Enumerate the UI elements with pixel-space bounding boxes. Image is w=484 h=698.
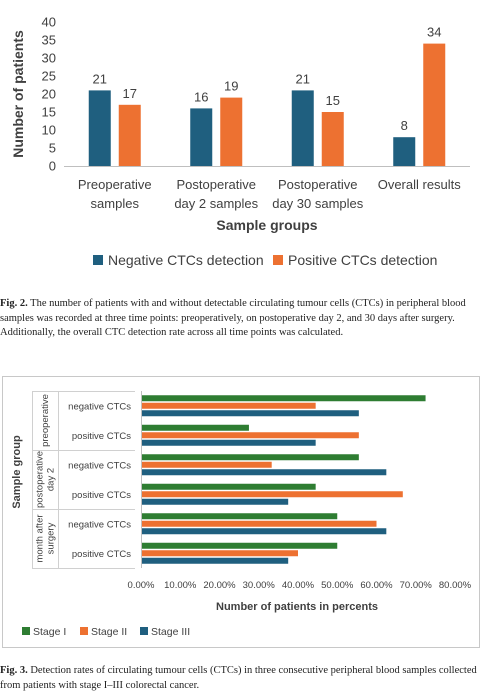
- y-tick-label: 20: [42, 87, 56, 102]
- x-tick-label: 40.00%: [282, 580, 315, 591]
- y-axis-title: Sample group: [11, 435, 23, 509]
- y-tick-label: 30: [42, 51, 56, 66]
- bar: [142, 520, 377, 527]
- y-axis-title: Number of patients: [10, 30, 26, 158]
- legend-label: Stage III: [151, 626, 190, 638]
- group-label: preoperative: [40, 394, 51, 447]
- bar: [142, 410, 359, 417]
- bar: [142, 469, 387, 476]
- data-label: 17: [123, 86, 137, 101]
- y-tick-label: 5: [49, 141, 56, 156]
- y-tick-label: 10: [42, 123, 56, 138]
- chart-patients-by-sample-group: 0 5 10 15 20 25 30 35 40 21 17 Preoperative samples 1…: [10, 15, 470, 268]
- data-label: 19: [224, 79, 238, 94]
- y-tick-label: 15: [42, 105, 56, 120]
- bar: [142, 432, 359, 439]
- row-label: positive CTCs: [72, 490, 131, 501]
- data-label: 16: [194, 89, 208, 104]
- data-label: 15: [326, 93, 340, 108]
- legend-swatch: [93, 255, 103, 265]
- bar: [190, 108, 213, 166]
- legend-label: Positive CTCs detection: [288, 252, 437, 268]
- legend-label: Stage I: [33, 626, 66, 638]
- row-label: negative CTCs: [68, 401, 131, 412]
- figure-3-frame: [2, 376, 480, 648]
- x-tick-label: 20.00%: [203, 580, 236, 591]
- data-label: 34: [427, 25, 441, 40]
- legend-label: Negative CTCs detection: [108, 252, 264, 268]
- bar: [142, 483, 316, 490]
- legend-label: Stage II: [91, 626, 127, 638]
- bar: [142, 528, 387, 535]
- x-tick-label: Postoperative: [278, 177, 358, 192]
- figure-3-text: Detection rates of circulating tumour ce…: [0, 665, 477, 691]
- figure-2-text: The number of patients with and without …: [0, 298, 466, 338]
- bar: [423, 43, 446, 166]
- bar: [291, 90, 314, 166]
- bar: [142, 557, 289, 564]
- bar: [220, 97, 243, 166]
- row-label: negative CTCs: [68, 460, 131, 471]
- bar: [142, 498, 289, 505]
- y-tick-label: 35: [42, 33, 56, 48]
- x-tick-label: 50.00%: [321, 580, 354, 591]
- legend-swatch: [80, 627, 88, 635]
- x-tick-label: Preoperative: [78, 177, 152, 192]
- x-tick-label: day 30 samples: [272, 196, 364, 211]
- x-axis-title: Number of patients in percents: [216, 601, 378, 613]
- bar: [142, 550, 298, 557]
- group-label: postoperative: [35, 451, 46, 508]
- figure-2-caption: Fig. 2. The number of patients with and …: [0, 297, 484, 341]
- bar: [142, 491, 403, 498]
- figure-3-caption: Fig. 3. Detection rates of circulating t…: [0, 664, 484, 693]
- bar: [142, 402, 316, 409]
- data-label: 21: [296, 71, 310, 86]
- bar: [142, 542, 338, 549]
- figure-3-label: Fig. 3.: [0, 665, 28, 676]
- x-tick-label: 10.00%: [164, 580, 197, 591]
- bar: [142, 454, 359, 461]
- legend-swatch: [273, 255, 283, 265]
- y-tick-label: 40: [42, 15, 56, 30]
- row-label: negative CTCs: [68, 519, 131, 530]
- x-axis-title: Sample groups: [216, 217, 317, 233]
- data-label: 21: [93, 71, 107, 86]
- group-label: surgery: [46, 522, 57, 554]
- x-tick-label: 0.00%: [128, 580, 155, 591]
- x-tick-label: 30.00%: [243, 580, 276, 591]
- legend-swatch: [140, 627, 148, 635]
- x-tick-label: samples: [91, 196, 140, 211]
- data-label: 8: [401, 118, 408, 133]
- bar: [142, 395, 426, 402]
- x-tick-label: Postoperative: [177, 177, 257, 192]
- figure-2-label: Fig. 2.: [0, 298, 28, 309]
- bar: [142, 439, 316, 446]
- row-label: positive CTCs: [72, 549, 131, 560]
- x-tick-label: 80.00%: [439, 580, 472, 591]
- x-tick-label: 60.00%: [360, 580, 393, 591]
- bar: [142, 513, 338, 520]
- x-tick-label: day 2 samples: [174, 196, 258, 211]
- row-label: positive CTCs: [72, 431, 131, 442]
- bar: [321, 112, 344, 166]
- bar: [142, 424, 249, 431]
- group-label: month after: [35, 514, 46, 562]
- bar: [142, 461, 272, 468]
- bar: [118, 104, 141, 166]
- group-label: day 2: [46, 468, 57, 491]
- y-tick-label: 0: [49, 159, 56, 174]
- bar: [88, 90, 111, 166]
- x-tick-label: 70.00%: [400, 580, 433, 591]
- y-tick-label: 25: [42, 69, 56, 84]
- x-tick-label: Overall results: [378, 177, 462, 192]
- legend-swatch: [22, 627, 30, 635]
- bar: [393, 137, 416, 166]
